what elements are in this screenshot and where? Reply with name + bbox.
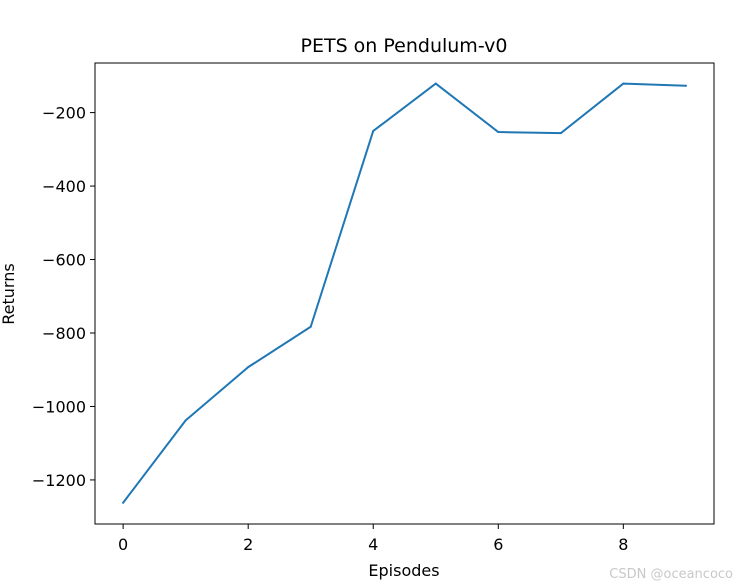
data-point — [434, 82, 437, 85]
y-axis-title: Returns — [0, 263, 18, 324]
x-tick-label: 8 — [618, 535, 628, 554]
series-line — [122, 82, 687, 504]
y-tick-label: −600 — [42, 251, 86, 270]
data-point — [497, 131, 500, 134]
series-points — [122, 82, 687, 504]
data-point — [559, 132, 562, 135]
y-tick-label: −400 — [42, 177, 86, 196]
y-tick-label: −800 — [42, 324, 86, 343]
plot-frame — [94, 62, 715, 525]
data-point — [684, 84, 687, 87]
y-tick-label: −1200 — [32, 471, 86, 490]
data-point — [122, 501, 125, 504]
y-tick-label: −1000 — [32, 397, 86, 416]
x-axis-title: Episodes — [368, 561, 439, 580]
y-axis: −1200 −1000 −800 −600 −400 −200 — [32, 104, 95, 490]
watermark: CSDN @oceancoco — [609, 567, 733, 582]
y-tick-label: −200 — [42, 104, 86, 123]
data-point — [622, 82, 625, 85]
data-point — [247, 366, 250, 369]
x-axis: 0 2 4 6 8 — [118, 524, 628, 554]
chart-title: PETS on Pendulum-v0 — [301, 35, 508, 57]
data-point — [372, 129, 375, 132]
x-tick-label: 0 — [118, 535, 128, 554]
x-tick-label: 4 — [368, 535, 378, 554]
x-tick-label: 2 — [243, 535, 253, 554]
data-point — [184, 419, 187, 422]
x-tick-label: 6 — [493, 535, 503, 554]
data-point — [309, 325, 312, 328]
